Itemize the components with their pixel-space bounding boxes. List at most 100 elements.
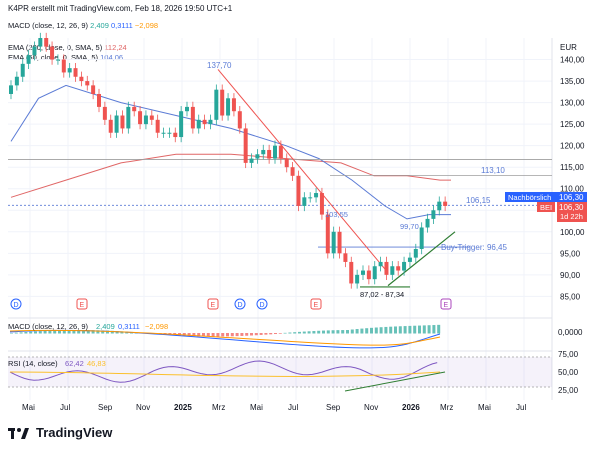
candle-body	[273, 145, 277, 159]
marker-letter: D	[14, 302, 19, 309]
earnings-marker-icon: E	[207, 298, 219, 310]
macd-histogram-bar	[437, 324, 441, 334]
macd-histogram-bar	[322, 330, 325, 334]
rsi-legend: RSI (14, close) 62,42 46,83	[8, 359, 106, 368]
macd-histogram-bar	[240, 333, 244, 336]
candle-body	[308, 197, 313, 199]
price-tick: 110,00	[560, 185, 584, 194]
marker-letter: E	[211, 302, 216, 309]
candle-body	[431, 210, 436, 219]
macd-histogram-bar	[34, 331, 37, 334]
macd-histogram-bar	[48, 330, 52, 334]
macd-histogram-bar	[379, 327, 383, 334]
macd-histogram-bar	[326, 330, 330, 334]
macd-histogram-bar	[384, 326, 388, 334]
macd-histogram-bar	[317, 330, 321, 334]
macd-histogram-bar	[408, 325, 412, 334]
candle-body	[384, 261, 389, 275]
candle-body	[343, 253, 348, 262]
macd-histogram-bar	[38, 331, 42, 334]
macd-histogram-bar	[10, 333, 13, 334]
macd-histogram-bar	[259, 333, 263, 335]
annotation-buy-trigger: Buy-Trigger: 96,45	[441, 243, 508, 252]
candle-body	[149, 115, 154, 120]
svg-text:MACD (close, 12, 26, 9): MACD (close, 12, 26, 9)	[8, 322, 89, 331]
earnings-marker-shape	[310, 298, 322, 310]
macd-legend: MACD (close, 12, 26, 9) 2,409 0,3111 −2,…	[8, 322, 168, 331]
macd-histogram-bar	[360, 328, 364, 334]
macd-histogram-bar	[350, 329, 354, 334]
price-tag-value1-bg	[557, 192, 587, 202]
annotation-high: 137,70	[207, 61, 232, 70]
annotation-support-range: 87,02 - 87,34	[360, 290, 404, 299]
macd-signal-line	[9, 329, 441, 346]
macd-histogram-bar	[106, 330, 109, 334]
svg-text:0,3111: 0,3111	[118, 322, 140, 331]
macd-histogram-bar	[230, 333, 234, 337]
marker-letter: D	[260, 302, 265, 309]
svg-text:62,42: 62,42	[65, 359, 84, 368]
macd-histogram-bar	[355, 329, 359, 334]
candle-body	[9, 85, 13, 94]
candle-body	[132, 106, 137, 112]
annotation-level-103: 103,55	[325, 210, 348, 219]
candle-body	[390, 266, 395, 275]
macd-histogram-bar	[101, 330, 105, 334]
rsi-band	[8, 357, 552, 387]
macd-histogram-bar	[283, 332, 287, 334]
dividend-marker-shape	[10, 298, 22, 310]
candle-body	[26, 55, 31, 64]
price-tick: 95,00	[560, 249, 581, 258]
brand-name: TradingView	[36, 425, 113, 440]
price-tag-time: 1d 22h	[560, 212, 583, 221]
macd-histogram-bar	[422, 325, 426, 334]
macd-histogram-bar	[389, 326, 393, 334]
marker-letter: E	[314, 302, 319, 309]
candle-body	[179, 111, 184, 138]
uptrend-line	[387, 231, 456, 287]
earnings-marker-shape	[76, 298, 88, 310]
macd-histogram-bar	[293, 332, 297, 334]
footer: TradingView	[8, 425, 112, 440]
rsi-ma-line	[9, 371, 441, 377]
macd-histogram-bar	[398, 326, 402, 334]
candle-body	[79, 76, 84, 82]
levels	[8, 69, 552, 288]
macd-histogram-bar	[278, 333, 282, 334]
macd-histogram-bar	[206, 333, 210, 337]
macd-panel	[8, 317, 552, 349]
price-tag-value1: 106,30	[559, 193, 584, 202]
tradingview-logo-icon	[8, 427, 29, 439]
price-chart[interactable]: 140,00 135,00 130,00 125,00 120,00 115,00 110,…	[0, 0, 600, 420]
price-tag-venue: BEI	[540, 203, 552, 212]
candle-body	[155, 119, 160, 133]
earnings-marker-shape	[207, 298, 219, 310]
candle-body	[126, 106, 131, 129]
price-tag-label-bg	[505, 192, 557, 202]
candle-body	[50, 46, 55, 60]
candle-body	[91, 85, 96, 94]
candle-body	[73, 68, 78, 77]
annotation-level-99: 99,70	[400, 222, 419, 231]
legend-macd: MACD (close, 12, 26, 9) 2,409 0,3111 −2,…	[8, 21, 159, 30]
candle-body	[114, 115, 119, 133]
rsi-line	[9, 360, 438, 383]
candle-body	[413, 249, 418, 258]
macd-histogram-bar	[115, 331, 119, 334]
candle-body	[44, 38, 49, 47]
candle-body	[296, 175, 301, 206]
time-tick: Sep	[326, 403, 341, 412]
candle-body	[196, 119, 201, 129]
candle-body	[120, 115, 125, 129]
macd-histogram-bar	[274, 333, 277, 335]
earnings-marker-shape	[440, 298, 452, 310]
candle-body	[249, 158, 254, 163]
dividend-marker-icon: D	[234, 298, 246, 310]
candle-body	[361, 270, 365, 275]
time-tick: 2026	[402, 403, 420, 412]
candle-body	[237, 111, 242, 129]
macd-histogram-bar	[110, 330, 114, 334]
candle-body	[161, 132, 166, 134]
time-tick: Mai	[250, 403, 263, 412]
candle-body	[396, 266, 401, 271]
